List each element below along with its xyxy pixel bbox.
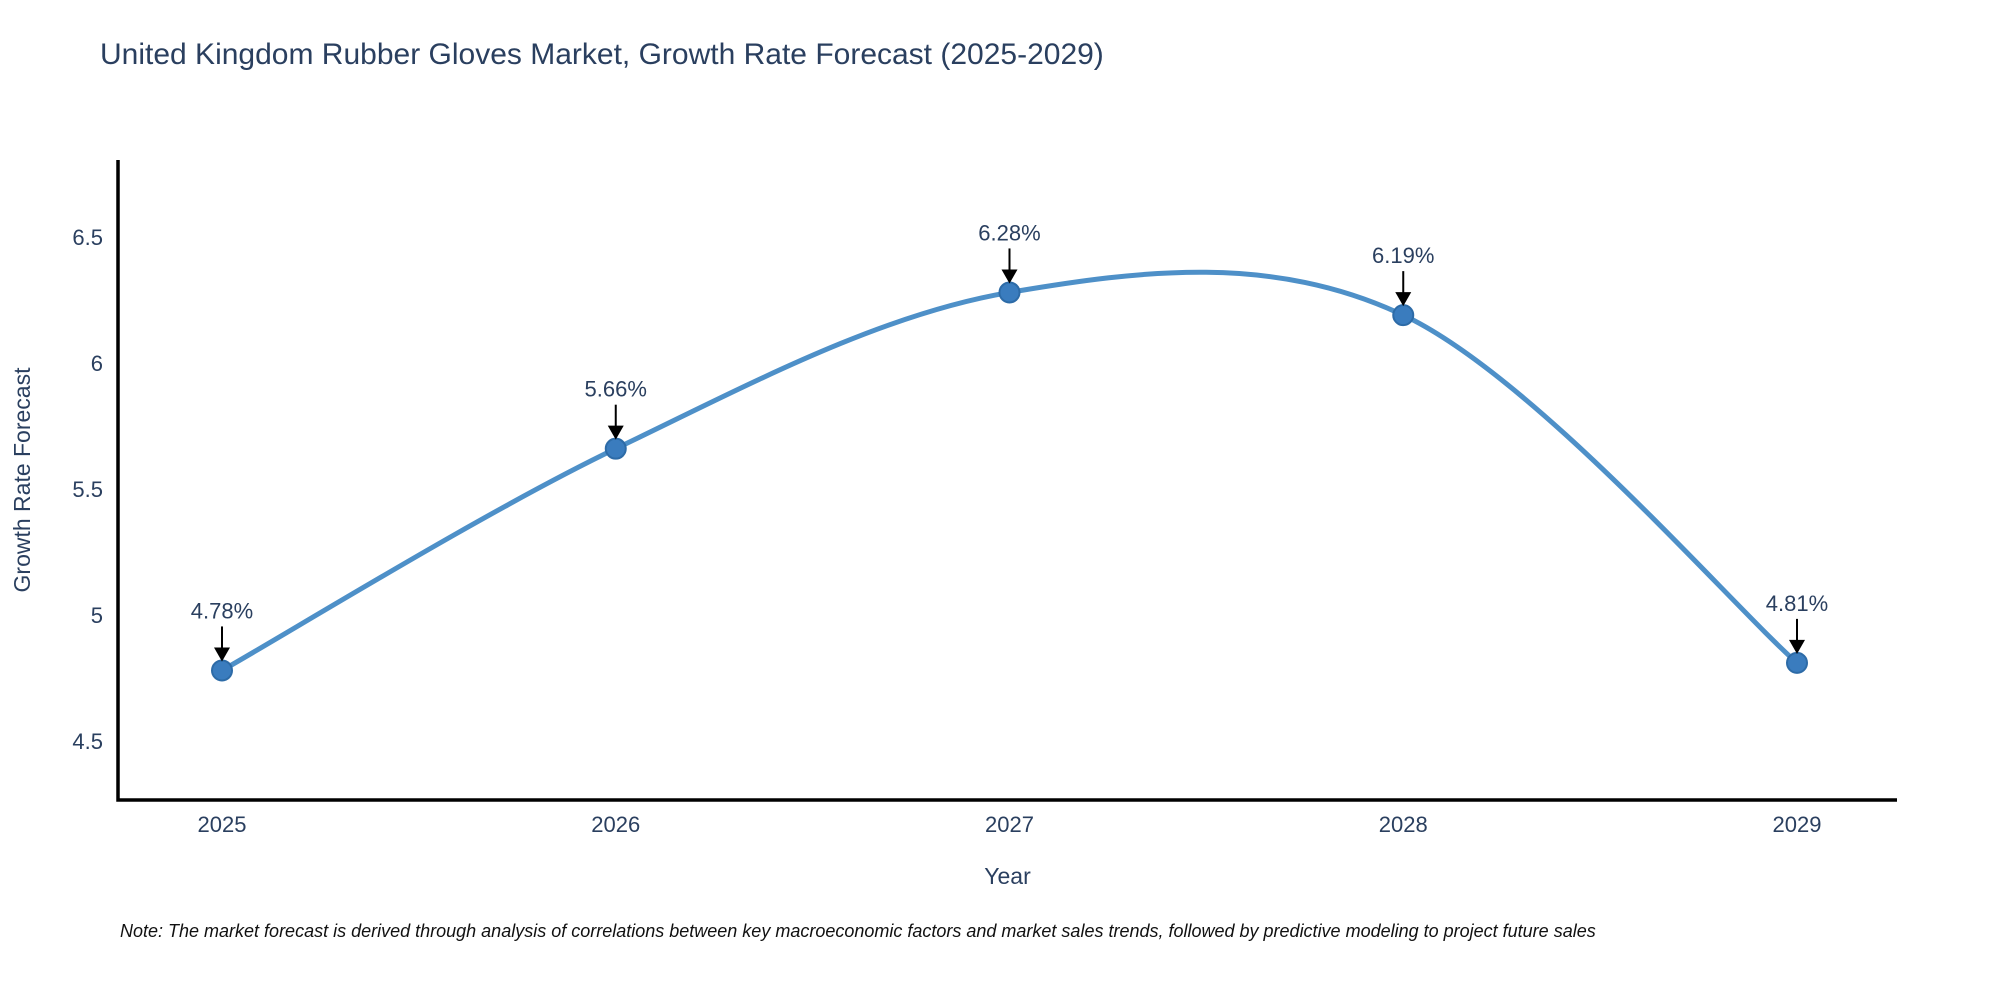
point-annotation: 4.81%	[1766, 591, 1828, 654]
data-point-2028[interactable]	[1392, 304, 1415, 327]
annotation-arrow-head	[214, 647, 230, 662]
annotation-arrow-head	[1789, 639, 1805, 654]
data-point-2025[interactable]	[211, 659, 233, 682]
y-tick-label: 4.5	[72, 729, 103, 754]
point-annotation: 6.28%	[978, 220, 1041, 284]
annotation-arrow-head	[1395, 292, 1412, 307]
point-annotation: 4.78%	[191, 598, 253, 662]
x-tick-label: 2025	[198, 812, 247, 837]
chart-title: United Kingdom Rubber Gloves Market, Gro…	[100, 38, 1104, 71]
annotation-arrow-head	[607, 425, 624, 440]
y-tick-label: 5	[91, 603, 103, 628]
data-point-2026[interactable]	[604, 437, 627, 460]
y-tick-label: 5.5	[72, 477, 103, 502]
point-annotation-label: 6.19%	[1372, 243, 1434, 268]
x-tick-label: 2028	[1379, 812, 1428, 837]
axis-lines	[116, 160, 1897, 802]
data-point-2027[interactable]	[998, 281, 1021, 304]
point-annotation-label: 5.66%	[585, 377, 647, 402]
y-tick-label: 6.5	[72, 225, 103, 250]
y-axis-title: Growth Rate Forecast	[9, 367, 35, 593]
x-tick-label: 2027	[985, 812, 1034, 837]
point-annotation: 5.66%	[585, 377, 647, 440]
forecast-line	[219, 269, 1800, 673]
annotation-arrow-head	[1001, 269, 1018, 284]
x-tick-label: 2026	[591, 812, 640, 837]
point-annotation-label: 6.28%	[978, 220, 1040, 245]
point-annotation-label: 4.81%	[1766, 591, 1828, 616]
x-axis-title: Year	[984, 863, 1031, 889]
point-annotation: 6.19%	[1372, 243, 1434, 307]
x-tick-label: 2029	[1773, 812, 1822, 837]
data-point-2029[interactable]	[1786, 651, 1808, 674]
y-tick-label: 6	[91, 351, 103, 376]
point-annotation-label: 4.78%	[191, 598, 253, 623]
footnote: Note: The market forecast is derived thr…	[120, 921, 1596, 941]
